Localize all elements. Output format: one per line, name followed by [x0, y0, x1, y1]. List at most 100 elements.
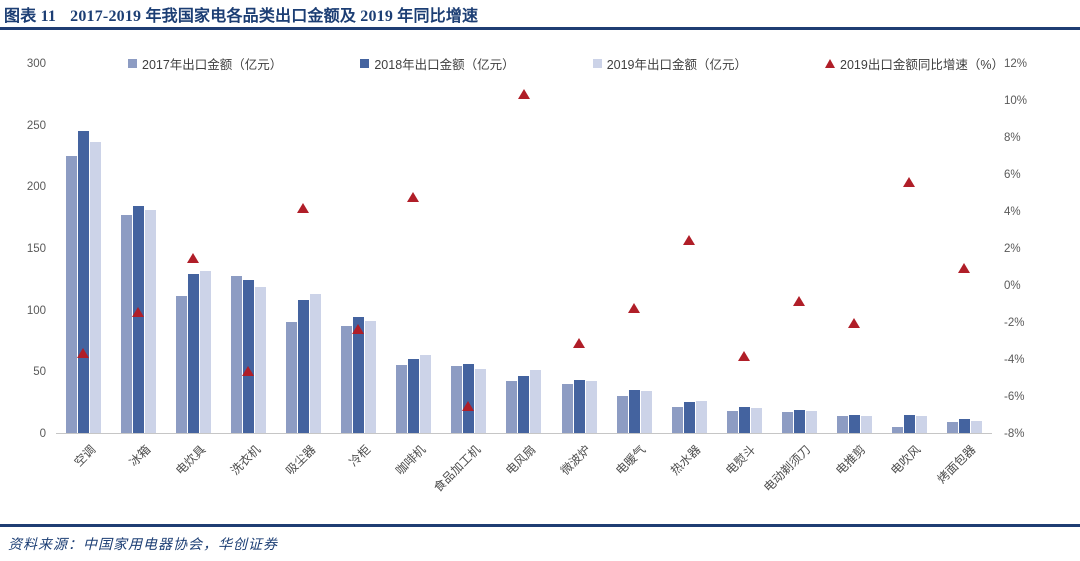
- bar-series3-空调: [90, 141, 102, 433]
- bar-group-电暖气: [607, 64, 662, 433]
- bar-group-电熨斗: [717, 64, 772, 433]
- growth-marker-洗衣机: [242, 366, 255, 377]
- bar-group-热水器: [662, 64, 717, 433]
- bar-series3-冰箱: [145, 209, 157, 433]
- growth-marker-电炊具: [187, 253, 200, 264]
- bar-series3-电熨斗: [750, 408, 762, 433]
- legend-label: 2019年出口金额（亿元）: [606, 57, 747, 72]
- category-label-电推剪: 电推剪: [833, 442, 869, 478]
- y-axis-left-tick: 100: [26, 304, 46, 317]
- bar-series3-热水器: [695, 400, 707, 433]
- category-label-电炊具: 电炊具: [172, 442, 208, 478]
- bar-series1-电风扇: [506, 381, 518, 433]
- y-axis-right-tick: 2%: [1004, 243, 1021, 255]
- bar-series1-热水器: [671, 407, 683, 433]
- bar-group-空调: [56, 64, 111, 433]
- bar-series3-冷柜: [365, 320, 377, 433]
- y-axis-right-tick: -6%: [1004, 391, 1025, 403]
- category-label-冷柜: 冷柜: [346, 442, 374, 470]
- y-axis-right-tick: -4%: [1004, 354, 1025, 366]
- bar-series2-咖啡机: [408, 359, 420, 433]
- growth-marker-食品加工机: [462, 401, 475, 412]
- bar-series2-微波炉: [573, 379, 585, 433]
- bar-series3-电推剪: [860, 415, 872, 433]
- y-axis-right-tick: 10%: [1004, 95, 1028, 107]
- category-label-微波炉: 微波炉: [558, 442, 594, 478]
- legend-square-icon: [360, 58, 370, 68]
- bar-series1-空调: [66, 155, 78, 433]
- bar-series2-电熨斗: [738, 407, 750, 433]
- bar-series2-电吹风: [903, 414, 915, 433]
- figure-header: 图表 11 2017-2019 年我国家电各品类出口金额及 2019 年同比增速: [0, 0, 1080, 30]
- growth-marker-烤面包器: [957, 262, 970, 273]
- bar-group-电风扇: [496, 64, 551, 433]
- growth-marker-电熨斗: [737, 351, 750, 362]
- bar-series3-食品加工机: [475, 368, 487, 433]
- bar-series2-电风扇: [518, 376, 530, 433]
- figure-label: 图表 11: [4, 7, 57, 25]
- legend-item-4: 2019出口金额同比增速（%）: [825, 54, 1004, 73]
- bar-group-咖啡机: [386, 64, 441, 433]
- bar-series1-电推剪: [836, 415, 848, 433]
- y-axis-right-tick: 6%: [1004, 169, 1021, 181]
- bar-group-烤面包器: [937, 64, 992, 433]
- legend-square-icon: [592, 58, 602, 68]
- bar-series1-洗衣机: [231, 276, 243, 433]
- bar-group-食品加工机: [441, 64, 496, 433]
- legend-label: 2018年出口金额（亿元）: [374, 57, 515, 72]
- bar-series1-电暖气: [616, 396, 628, 433]
- y-axis-right-tick: 4%: [1004, 206, 1021, 218]
- bar-series3-咖啡机: [420, 355, 432, 433]
- category-label-电动剃须刀: 电动剃须刀: [761, 442, 814, 495]
- bar-series3-电吹风: [915, 415, 927, 433]
- bar-series3-微波炉: [585, 381, 597, 433]
- category-label-电暖气: 电暖气: [613, 442, 649, 478]
- y-axis-right-tick: 0%: [1004, 280, 1021, 292]
- bar-series1-微波炉: [561, 383, 573, 433]
- growth-marker-电动剃须刀: [792, 295, 805, 306]
- bar-series2-吸尘器: [298, 299, 310, 433]
- growth-marker-热水器: [682, 234, 695, 245]
- bar-series1-冷柜: [341, 325, 353, 433]
- bar-series1-电炊具: [176, 296, 188, 433]
- growth-marker-咖啡机: [407, 192, 420, 203]
- bar-series1-食品加工机: [451, 366, 463, 433]
- source-note: 资料来源：中国家用电器协会，华创证券: [8, 538, 278, 553]
- bar-series1-电动剃须刀: [781, 412, 793, 433]
- bar-series2-洗衣机: [243, 280, 255, 433]
- bar-group-电动剃须刀: [772, 64, 827, 433]
- category-label-电吹风: 电吹风: [888, 442, 924, 478]
- bar-series1-冰箱: [121, 214, 133, 433]
- legend-item-2: 2018年出口金额（亿元）: [360, 54, 515, 73]
- bar-group-冰箱: [111, 64, 166, 433]
- category-label-吸尘器: 吸尘器: [282, 442, 319, 478]
- growth-marker-电吹风: [902, 177, 915, 188]
- growth-marker-吸尘器: [297, 203, 310, 214]
- growth-marker-电推剪: [847, 318, 860, 328]
- bar-series1-电吹风: [891, 426, 903, 433]
- bar-series3-电暖气: [640, 391, 652, 433]
- bar-series2-电推剪: [848, 414, 860, 433]
- bar-series2-电炊具: [188, 273, 200, 433]
- bar-series3-洗衣机: [255, 287, 267, 433]
- legend-item-1: 2017年出口金额（亿元）: [128, 54, 282, 73]
- bar-series2-热水器: [683, 402, 695, 433]
- bar-series1-烤面包器: [946, 421, 958, 433]
- y-axis-left-tick: 300: [26, 58, 46, 70]
- chart-legend: 2017年出口金额（亿元） 2018年出口金额（亿元） 2019年出口金额（亿元） 2…: [128, 54, 1004, 72]
- category-label-热水器: 热水器: [668, 442, 704, 478]
- legend-square-icon: [128, 58, 137, 68]
- bar-group-吸尘器: [276, 64, 331, 433]
- bar-group-电推剪: [827, 64, 882, 433]
- y-axis-right-tick: 8%: [1004, 132, 1021, 144]
- bar-series1-吸尘器: [286, 322, 298, 433]
- footer-divider: [0, 524, 1080, 527]
- category-label-烤面包器: 烤面包器: [934, 442, 979, 487]
- bar-group-电吹风: [882, 64, 937, 433]
- bar-series2-食品加工机: [463, 363, 475, 433]
- bar-series2-烤面包器: [958, 419, 970, 433]
- category-label-食品加工机: 食品加工机: [430, 442, 484, 495]
- y-axis-right-tick: 12%: [1004, 58, 1028, 70]
- y-axis-left-tick: 250: [26, 119, 46, 132]
- legend-label: 2019出口金额同比增速（%）: [840, 57, 1004, 72]
